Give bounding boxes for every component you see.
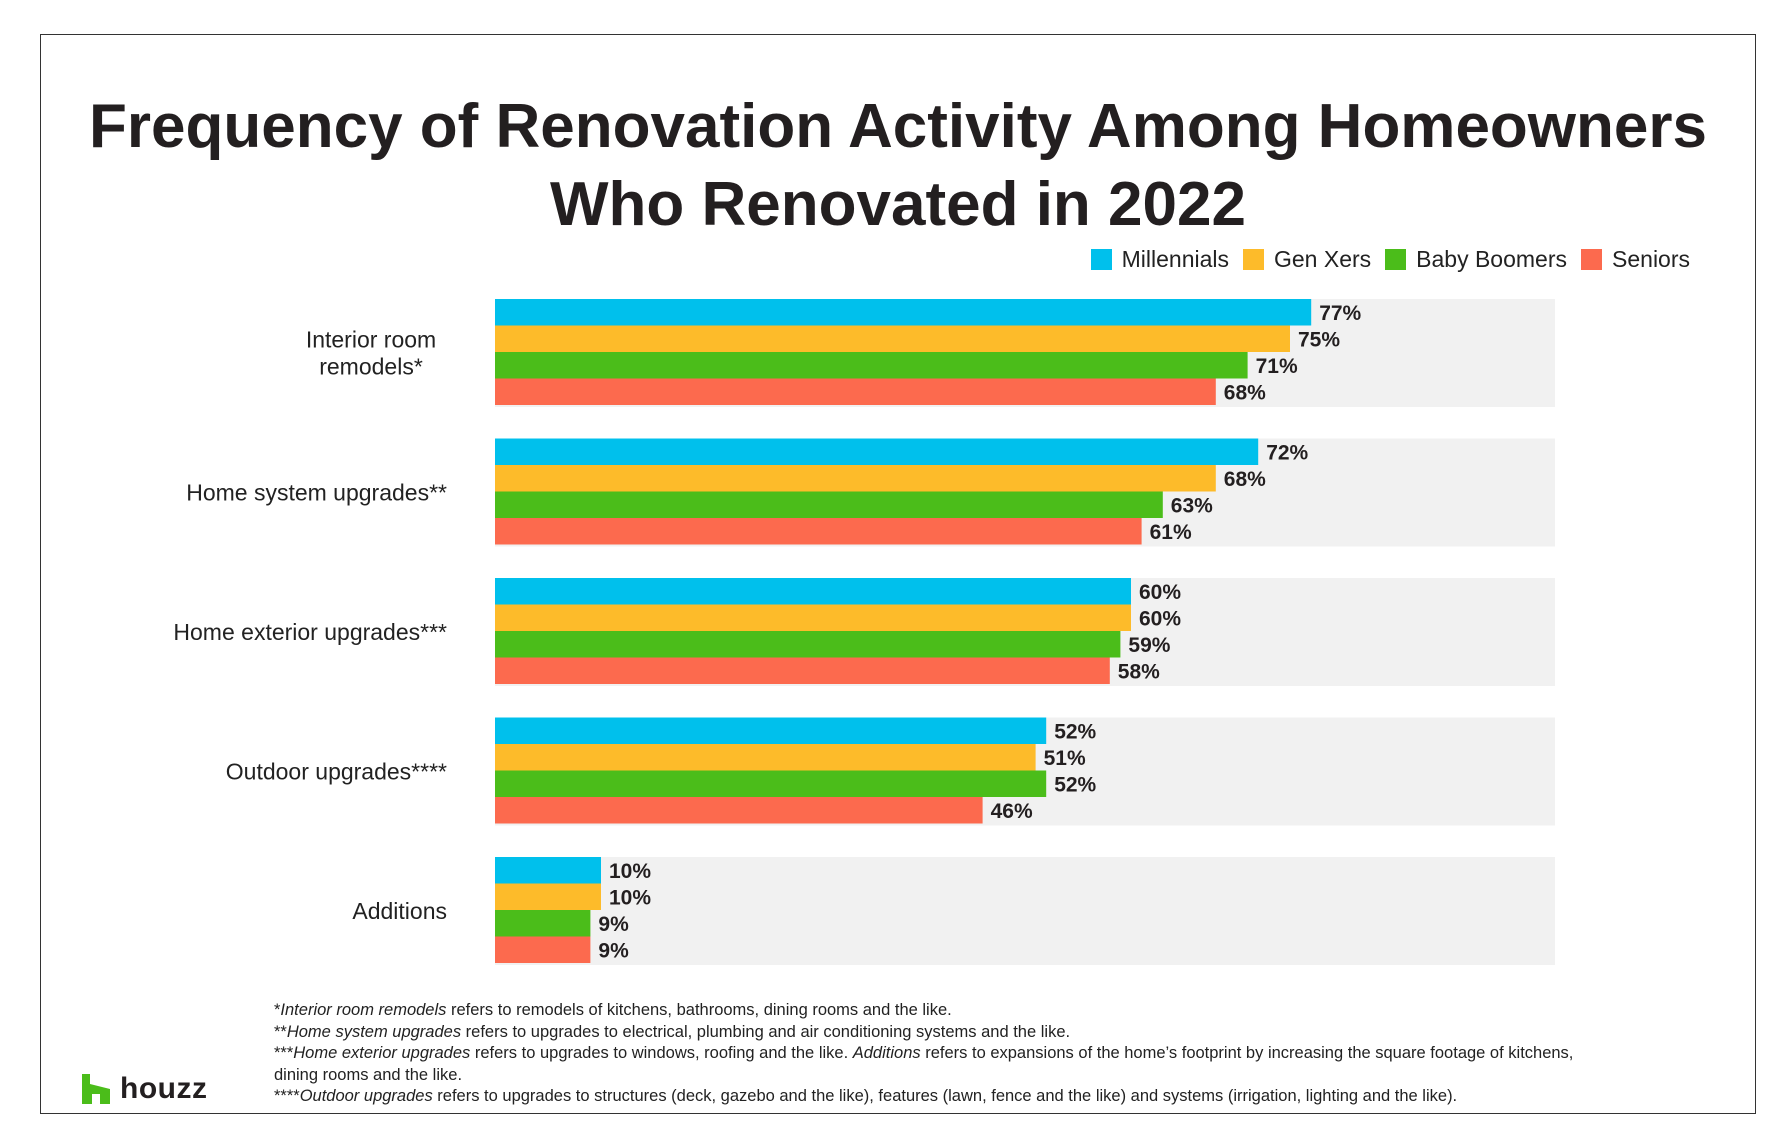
data-label: 9% xyxy=(598,913,629,936)
chart-legend: Millennials Gen Xers Baby Boomers Senior… xyxy=(1077,246,1690,273)
bar xyxy=(495,578,1131,605)
houzz-logo: houzz xyxy=(82,1072,207,1106)
bar xyxy=(495,604,1131,631)
category-label: remodels* xyxy=(319,354,423,380)
footnote-3: ***Home exterior upgrades refers to upgr… xyxy=(274,1044,1574,1084)
bar xyxy=(495,518,1142,545)
data-label: 68% xyxy=(1224,468,1266,491)
category-band xyxy=(495,857,1555,965)
bar xyxy=(495,770,1047,797)
footnote-2: **Home system upgrades refers to upgrade… xyxy=(274,1022,1071,1041)
data-label: 75% xyxy=(1298,328,1340,351)
bar xyxy=(495,299,1312,326)
data-label: 58% xyxy=(1118,660,1160,683)
chart-title-line-2: Who Renovated in 2022 xyxy=(550,170,1246,239)
legend-label: Millennials xyxy=(1121,246,1229,272)
bar xyxy=(495,465,1216,492)
houzz-logo-icon xyxy=(82,1074,110,1104)
data-label: 77% xyxy=(1319,302,1361,325)
category-label: Outdoor upgrades**** xyxy=(226,759,447,785)
data-label: 46% xyxy=(991,800,1033,823)
category-label: Additions xyxy=(352,898,447,924)
bar xyxy=(495,352,1248,379)
data-label: 9% xyxy=(598,939,629,962)
data-label: 52% xyxy=(1054,773,1096,796)
legend-item-baby-boomers: Baby Boomers xyxy=(1385,246,1567,273)
data-label: 10% xyxy=(609,886,651,909)
data-label: 60% xyxy=(1139,581,1181,604)
legend-label: Seniors xyxy=(1612,246,1690,272)
bar xyxy=(495,910,591,937)
legend-item-seniors: Seniors xyxy=(1581,246,1690,273)
bar xyxy=(495,657,1110,684)
footnote-1: *Interior room remodels refers to remode… xyxy=(274,1001,952,1019)
bar xyxy=(495,857,601,884)
bar xyxy=(495,378,1216,405)
footnote-4: ****Outdoor upgrades refers to upgrades … xyxy=(274,1087,1458,1105)
data-label: 72% xyxy=(1266,441,1308,464)
category-label: Home exterior upgrades*** xyxy=(173,619,447,645)
chart-frame xyxy=(40,34,1756,1114)
bar xyxy=(495,438,1259,465)
bar xyxy=(495,936,591,963)
footnotes: *Interior room remodels refers to remode… xyxy=(274,1000,1614,1108)
data-label: 52% xyxy=(1054,720,1096,743)
legend-label: Gen Xers xyxy=(1274,246,1372,272)
bar xyxy=(495,325,1290,352)
chart-title-line-1: Frequency of Renovation Activity Among H… xyxy=(89,92,1707,161)
bar xyxy=(495,883,601,910)
bar xyxy=(495,797,983,824)
legend-item-millennials: Millennials xyxy=(1090,246,1229,273)
category-label: Interior room xyxy=(306,327,436,353)
legend-swatch xyxy=(1581,249,1603,270)
legend-swatch xyxy=(1090,249,1112,270)
bar xyxy=(495,744,1036,771)
data-label: 51% xyxy=(1044,747,1086,770)
legend-label: Baby Boomers xyxy=(1416,246,1568,272)
data-label: 63% xyxy=(1171,494,1213,517)
data-label: 71% xyxy=(1256,355,1298,378)
data-label: 68% xyxy=(1224,381,1266,404)
legend-swatch xyxy=(1243,249,1264,270)
logo-text: houzz xyxy=(120,1072,208,1105)
data-label: 60% xyxy=(1139,607,1181,630)
data-label: 10% xyxy=(609,860,651,883)
data-label: 61% xyxy=(1150,521,1192,544)
bar xyxy=(495,631,1121,658)
legend-item-gen-xers: Gen Xers xyxy=(1243,246,1371,273)
data-label: 59% xyxy=(1128,634,1170,657)
bar xyxy=(495,491,1163,518)
category-label: Home system upgrades** xyxy=(186,480,447,506)
bar xyxy=(495,717,1047,744)
legend-swatch xyxy=(1385,249,1407,270)
